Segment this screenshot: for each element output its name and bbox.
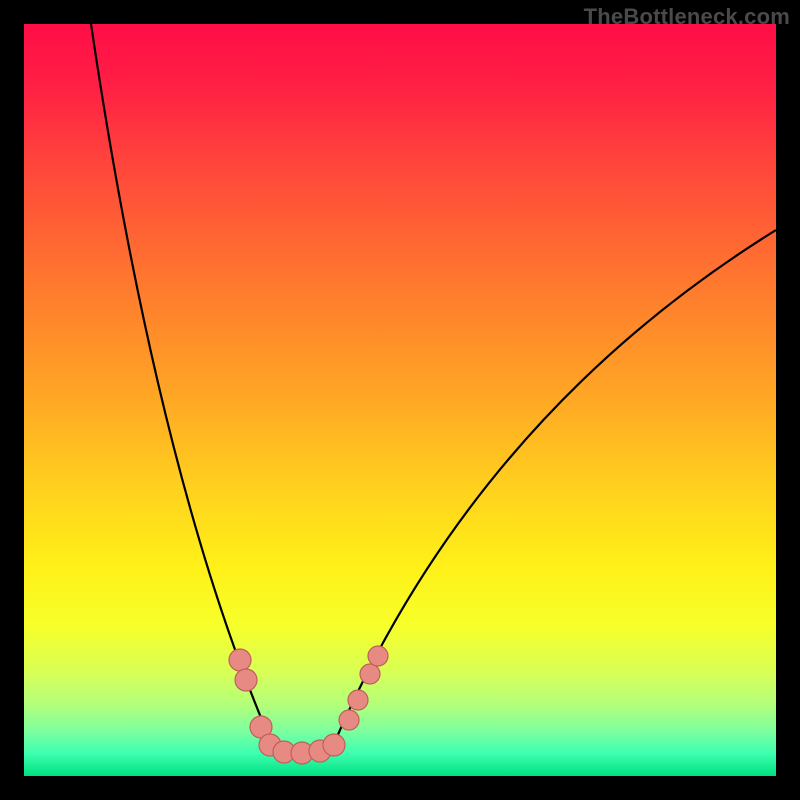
data-marker — [323, 734, 345, 756]
data-marker — [339, 710, 359, 730]
watermark-text: TheBottleneck.com — [584, 4, 790, 30]
gradient-background — [24, 24, 776, 776]
data-marker — [368, 646, 388, 666]
data-marker — [360, 664, 380, 684]
chart-frame: TheBottleneck.com — [0, 0, 800, 800]
bottleneck-chart — [0, 0, 800, 800]
data-marker — [348, 690, 368, 710]
data-marker — [235, 669, 257, 691]
data-marker — [229, 649, 251, 671]
